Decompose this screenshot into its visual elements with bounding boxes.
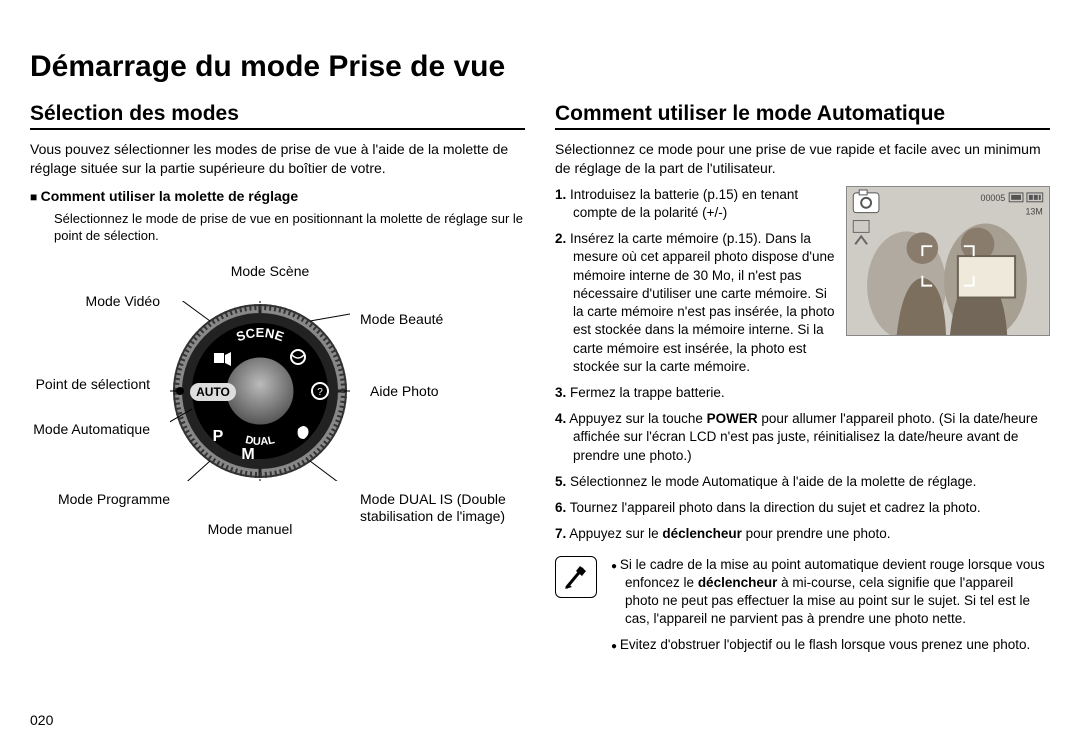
step-5: 5. Sélectionnez le mode Automatique à l'… bbox=[555, 473, 1050, 491]
dial-m-text: M bbox=[241, 446, 254, 463]
left-heading: Sélection des modes bbox=[30, 102, 525, 130]
right-intro: Sélectionnez ce mode pour une prise de v… bbox=[555, 140, 1050, 178]
note-2: Evitez d'obstruer l'objectif ou le flash… bbox=[611, 636, 1050, 654]
page-number: 020 bbox=[30, 712, 53, 728]
mode-dial-svg: AUTO SCENE DUAL P M bbox=[170, 301, 350, 481]
dial-p-text: P bbox=[213, 428, 224, 445]
dial-label-selpoint: Point de sélectiont bbox=[30, 376, 150, 393]
step-3: 3. Fermez la trappe batterie. bbox=[555, 384, 1050, 402]
dial-label-manual: Mode manuel bbox=[185, 521, 315, 538]
svg-text:13M: 13M bbox=[1025, 206, 1042, 216]
dial-label-scene: Mode Scène bbox=[215, 263, 325, 280]
left-sub-body: Sélectionnez le mode de prise de vue en … bbox=[54, 210, 525, 245]
mode-dial-diagram: Mode Scène Mode Vidéo Mode Beauté Point … bbox=[30, 261, 490, 581]
left-subheading: Comment utiliser la molette de réglage bbox=[30, 188, 525, 204]
dial-label-video: Mode Vidéo bbox=[50, 293, 160, 310]
left-column: Sélection des modes Vous pouvez sélectio… bbox=[30, 102, 525, 663]
dial-label-program: Mode Programme bbox=[20, 491, 170, 508]
dial-label-help: Aide Photo bbox=[370, 383, 480, 400]
right-heading: Comment utiliser le mode Automatique bbox=[555, 102, 1050, 130]
note-1: Si le cadre de la mise au point automati… bbox=[611, 556, 1050, 629]
lcd-preview: 00005 13M bbox=[846, 186, 1050, 336]
dial-label-dualis: Mode DUAL IS (Double stabilisation de l'… bbox=[360, 491, 530, 525]
dial-label-auto: Mode Automatique bbox=[30, 421, 150, 438]
page-title: Démarrage du mode Prise de vue bbox=[30, 50, 1050, 84]
note-list: Si le cadre de la mise au point automati… bbox=[611, 556, 1050, 663]
note-icon bbox=[555, 556, 597, 598]
dial-label-beauty: Mode Beauté bbox=[360, 311, 480, 328]
step-7: 7. Appuyez sur le déclencheur pour prend… bbox=[555, 525, 1050, 543]
left-intro: Vous pouvez sélectionner les modes de pr… bbox=[30, 140, 525, 178]
svg-text:00005: 00005 bbox=[981, 193, 1006, 203]
right-column: Comment utiliser le mode Automatique Sél… bbox=[555, 102, 1050, 663]
dial-auto-text: AUTO bbox=[196, 385, 230, 399]
step-4: 4. Appuyez sur la touche POWER pour allu… bbox=[555, 410, 1050, 465]
note-block: Si le cadre de la mise au point automati… bbox=[555, 556, 1050, 663]
step-6: 6. Tournez l'appareil photo dans la dire… bbox=[555, 499, 1050, 517]
steps-with-preview: 00005 13M bbox=[555, 186, 1050, 544]
svg-text:?: ? bbox=[317, 387, 323, 398]
